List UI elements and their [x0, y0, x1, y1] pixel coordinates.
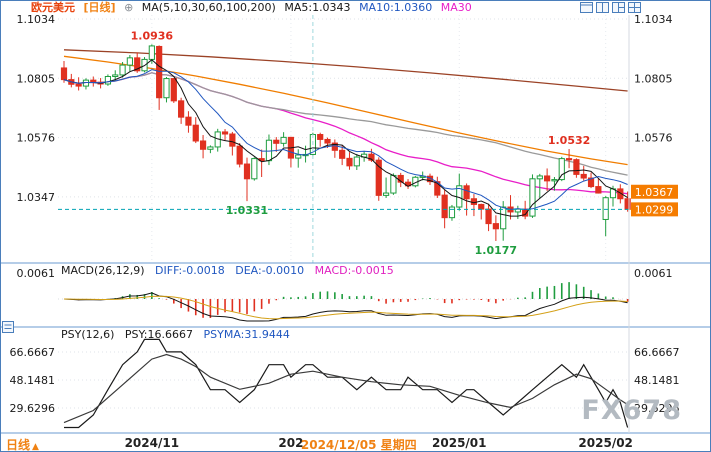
- ma5-value: MA5:1.0343: [284, 1, 351, 14]
- psyma-value: PSYMA:31.9444: [203, 328, 290, 341]
- macd-macd-value: MACD:-0.0015: [314, 264, 394, 277]
- ma30-value: MA30: [440, 1, 472, 14]
- selected-date-label: 2024/12/05 星期四: [300, 438, 417, 452]
- svg-text:66.6667: 66.6667: [634, 346, 680, 359]
- svg-text:1.1034: 1.1034: [17, 13, 56, 26]
- up-triangle-icon: ▲: [32, 442, 39, 452]
- period-tag[interactable]: [日线]: [83, 1, 116, 14]
- svg-text:1.0299: 1.0299: [635, 203, 674, 216]
- svg-text:1.0331: 1.0331: [226, 204, 268, 217]
- svg-text:1.0805: 1.0805: [634, 72, 673, 85]
- macd-indicator-name[interactable]: MACD(26,12,9): [61, 264, 145, 277]
- psy-label-row: PSY(12,6) PSY:16.6667 PSYMA:31.9444: [61, 328, 297, 341]
- psy-indicator-name[interactable]: PSY(12,6): [61, 328, 115, 341]
- svg-text:1.0936: 1.0936: [131, 29, 174, 42]
- x-axis-label: 2024/11: [124, 436, 180, 450]
- period-label: 日线: [6, 438, 31, 452]
- svg-text:0.0061: 0.0061: [17, 267, 56, 280]
- macd-diff-value: DIFF:-0.0018: [155, 264, 225, 277]
- ma-group-label: MA(5,10,30,60,100,200): [141, 1, 276, 14]
- svg-text:1.0347: 1.0347: [17, 191, 56, 204]
- svg-text:66.6667: 66.6667: [10, 346, 56, 359]
- layout-two-pane-icon[interactable]: [596, 2, 609, 13]
- ma10-value: MA10:1.0360: [359, 1, 433, 14]
- panel-toggle-icon[interactable]: [2, 321, 14, 333]
- chart-header: 欧元美元 [日线] ⊕ MA(5,10,30,60,100,200) MA5:1…: [1, 1, 710, 15]
- period-selector[interactable]: 日线 ▲: [6, 436, 39, 452]
- svg-text:1.1034: 1.1034: [634, 13, 673, 26]
- svg-text:1.0367: 1.0367: [635, 186, 674, 199]
- x-axis-label: 2025/02: [578, 436, 633, 450]
- svg-text:1.0805: 1.0805: [17, 72, 56, 85]
- svg-text:48.1481: 48.1481: [10, 374, 56, 387]
- svg-text:1.0576: 1.0576: [634, 132, 673, 145]
- svg-text:1.0177: 1.0177: [475, 244, 517, 257]
- time-axis: 日线 ▲ 2024/11 202 2025/01 2025/02 2024/12/05 星…: [1, 434, 710, 452]
- svg-text:48.1481: 48.1481: [634, 374, 680, 387]
- svg-text:1.0532: 1.0532: [548, 134, 590, 147]
- svg-text:29.6296: 29.6296: [634, 402, 680, 415]
- layout-single-icon[interactable]: [580, 2, 593, 13]
- x-axis-label: 2025/01: [432, 436, 487, 450]
- svg-text:0.0061: 0.0061: [634, 267, 673, 280]
- layout-grid-icon[interactable]: [628, 2, 641, 13]
- x-axis-label: 202: [278, 436, 304, 450]
- watermark: FX678: [581, 395, 682, 426]
- psy-value: PSY:16.6667: [124, 328, 193, 341]
- svg-text:29.6296: 29.6296: [10, 402, 56, 415]
- indicator-settings-icon[interactable]: ⊕: [124, 1, 134, 14]
- symbol-name: 欧元美元: [31, 1, 75, 14]
- macd-dea-value: DEA:-0.0010: [235, 264, 305, 277]
- layout-toolbar: [580, 2, 641, 13]
- macd-label-row: MACD(26,12,9) DIFF:-0.0018 DEA:-0.0010 M…: [61, 264, 401, 277]
- svg-text:1.0576: 1.0576: [17, 132, 56, 145]
- layout-three-pane-icon[interactable]: [612, 2, 625, 13]
